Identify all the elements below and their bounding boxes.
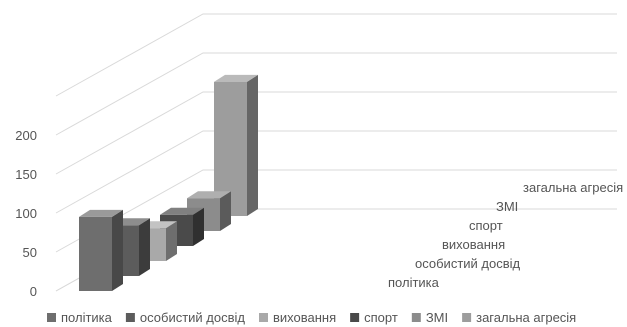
depth-axis-label: виховання: [442, 237, 505, 252]
legend-swatch: [462, 313, 472, 322]
depth-axis-labels: політика особистий досвід виховання спорт ЗМ…: [388, 180, 623, 290]
bar-top: [160, 207, 204, 215]
bar-side: [166, 221, 177, 261]
depth-axis-label: ЗМІ: [496, 199, 518, 214]
bar-side: [193, 207, 204, 246]
legend-item: загальна агресія: [462, 310, 576, 325]
legend-swatch: [259, 313, 268, 322]
bar-top: [214, 74, 258, 82]
legend-label: політика: [61, 310, 113, 325]
legend-item: виховання: [259, 310, 336, 325]
legend-item: політика: [47, 310, 113, 325]
gridline: [55, 52, 617, 136]
gridline: [55, 13, 617, 97]
legend-swatch: [411, 313, 421, 322]
bar-side: [112, 209, 123, 291]
legend-swatch: [350, 313, 360, 322]
legend-label: особистий досвід: [140, 310, 246, 325]
depth-axis-label: загальна агресія: [523, 180, 623, 195]
legend: політика особистий досвід виховання спорт ЗМ…: [47, 310, 576, 325]
bars: [79, 74, 258, 291]
y-tick-label: 200: [15, 128, 37, 143]
bar-front: [79, 216, 112, 291]
y-tick-label: 100: [15, 206, 37, 221]
legend-item: особистий досвід: [125, 310, 246, 325]
y-tick-label: 50: [23, 245, 37, 260]
y-tick-label: 150: [15, 167, 37, 182]
depth-axis-label: спорт: [469, 218, 503, 233]
bar-side: [139, 218, 150, 276]
gridline: [55, 130, 617, 214]
bar-side: [220, 191, 231, 231]
legend-label: ЗМІ: [426, 310, 448, 325]
legend-swatch: [47, 313, 56, 322]
depth-axis-label: особистий досвід: [415, 256, 521, 271]
legend-swatch: [125, 313, 135, 322]
legend-label: загальна агресія: [476, 310, 576, 325]
legend-label: виховання: [273, 310, 336, 325]
legend-item: ЗМІ: [411, 310, 448, 325]
depth-axis-label: політика: [388, 275, 440, 290]
y-axis-ticks: 0 50 100 150 200: [15, 128, 37, 299]
bar: [79, 209, 123, 291]
bar-top: [187, 191, 231, 199]
y-tick-label: 0: [30, 284, 37, 299]
bar-side: [247, 74, 258, 216]
legend-item: спорт: [350, 310, 398, 325]
gridline: [55, 91, 617, 175]
legend-label: спорт: [364, 310, 398, 325]
bar-top: [79, 209, 123, 217]
